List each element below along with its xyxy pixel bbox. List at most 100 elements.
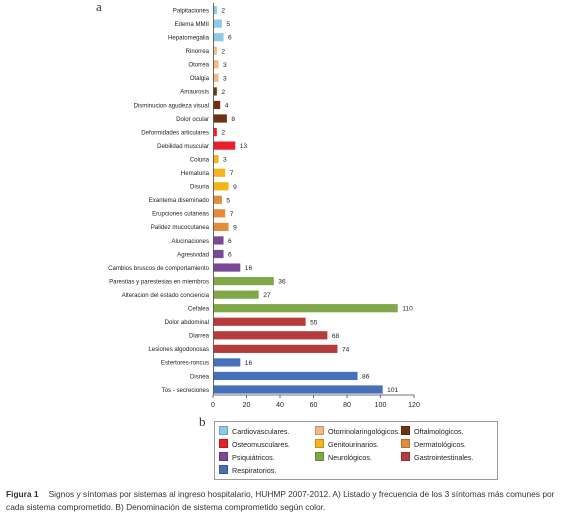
legend-item-7: Psiquiátricos.	[219, 452, 275, 462]
legend-swatch-10	[219, 465, 228, 474]
legend-swatch-6	[401, 439, 410, 448]
data-label-21: 36	[278, 279, 286, 286]
data-label-1: 2	[221, 8, 225, 15]
legend-swatch-8	[315, 452, 324, 461]
bar-24	[213, 317, 306, 326]
data-label-9: 8	[231, 116, 235, 123]
category-label-9: Dolor ocular	[176, 116, 209, 123]
x-tick-label-7: 120	[408, 402, 420, 409]
legend-swatch-5	[315, 439, 324, 448]
data-label-28: 86	[362, 373, 370, 380]
data-label-18: 6	[228, 238, 232, 245]
legend-swatch-3	[401, 426, 410, 435]
caption-figure-number: Figura 1	[6, 489, 39, 499]
category-label-18: Alucinaciones	[171, 238, 209, 245]
legend-label-1: Cardiovasculares.	[232, 427, 290, 436]
data-label-7: 2	[221, 89, 225, 96]
bar-26	[213, 344, 338, 353]
bar-2	[213, 19, 222, 28]
x-tick-label-6: 100	[375, 402, 387, 409]
legend-swatch-1	[219, 426, 228, 435]
caption-text: Signos y síntomas por sistemas al ingres…	[6, 489, 555, 512]
category-label-22: Alteracion del estado conciencia	[122, 292, 210, 299]
legend-item-5: Genitourinarios.	[315, 439, 379, 449]
data-label-26: 74	[342, 346, 350, 353]
bar-7	[213, 87, 217, 96]
legend-item-2: Otorrinolaringológicos.	[315, 426, 400, 436]
bar-8	[213, 100, 221, 110]
bar-23	[213, 304, 398, 313]
data-label-20: 16	[245, 265, 253, 272]
bar-21	[213, 277, 274, 286]
category-label-2: Edema MMII	[174, 21, 209, 28]
figure-caption: Figura 1 Signos y síntomas por sistemas a…	[6, 488, 574, 514]
bar-9	[213, 114, 227, 123]
bar-11	[213, 141, 236, 150]
bar-6	[213, 73, 219, 82]
bar-17	[213, 222, 229, 231]
x-tick-label-4: 60	[310, 402, 318, 409]
category-label-4: Rinorrea	[186, 48, 210, 55]
category-label-28: Disnea	[190, 373, 210, 380]
data-label-25: 68	[332, 333, 340, 340]
panel-label-b: b	[199, 414, 206, 429]
category-label-20: Cambios bruscos de comportamiento	[108, 265, 210, 272]
bar-12	[213, 155, 219, 164]
category-label-24: Dolor abdominal	[165, 319, 209, 326]
bar-13	[213, 168, 226, 177]
legend-label-7: Psiquiátricos.	[232, 453, 275, 462]
legend-label-6: Dermatológicos.	[414, 440, 466, 449]
legend-label-10: Respiratorios.	[232, 466, 277, 475]
bar-27	[213, 358, 241, 367]
legend-label-2: Otorrinolaringológicos.	[328, 427, 400, 436]
legend-item-3: Oftalmológicos.	[401, 426, 464, 436]
category-label-3: Hepatomegalia	[168, 35, 210, 42]
bar-10	[213, 127, 217, 137]
x-tick-label-1: 0	[211, 402, 215, 409]
data-label-11: 13	[240, 143, 248, 150]
legend-label-9: Gastrointestinales.	[414, 453, 474, 462]
category-label-11: Debilidad muscular	[157, 143, 209, 150]
data-label-23: 110	[402, 306, 413, 313]
bar-19	[213, 249, 224, 259]
bar-25	[213, 331, 328, 340]
data-label-15: 5	[226, 197, 230, 204]
legend-item-8: Neurológicos.	[315, 452, 372, 462]
legend-item-10: Respiratorios.	[219, 465, 276, 475]
data-label-4: 2	[221, 48, 225, 55]
category-label-26: Lesiones algodonosas	[148, 346, 209, 353]
legend-item-6: Dermatológicos.	[401, 439, 466, 449]
bar-29	[213, 385, 383, 394]
x-tick-label-3: 40	[276, 402, 284, 409]
bar-18	[213, 236, 224, 245]
x-tick-label-2: 20	[243, 402, 251, 409]
bar-1	[213, 6, 217, 15]
category-label-27: Estertores-roncus	[161, 360, 209, 367]
category-label-5: Otorrea	[188, 62, 209, 69]
legend: Cardiovasculares. Otorrinolaringológicos.…	[214, 421, 498, 480]
x-tick-label-5: 80	[343, 402, 351, 409]
legend-item-4: Osteomusculares.	[219, 439, 290, 449]
legend-label-4: Osteomusculares.	[232, 440, 290, 449]
bar-22	[213, 290, 259, 299]
bar-4	[213, 46, 217, 55]
data-label-5: 3	[223, 62, 227, 69]
data-label-6: 3	[223, 75, 227, 82]
data-label-2: 5	[226, 21, 230, 28]
legend-label-8: Neurológicos.	[328, 453, 372, 462]
data-label-27: 16	[245, 360, 253, 367]
data-label-10: 2	[221, 130, 225, 137]
data-label-29: 101	[387, 387, 398, 394]
legend-swatch-4	[219, 439, 228, 448]
category-label-7: Amaurosis	[180, 89, 209, 96]
bar-5	[213, 60, 219, 69]
legend-item-1: Cardiovasculares.	[219, 426, 290, 436]
category-label-13: Hematuria	[181, 170, 210, 177]
bar-15	[213, 195, 222, 204]
legend-swatch-9	[401, 452, 410, 461]
data-label-8: 4	[225, 102, 229, 109]
data-label-16: 7	[230, 211, 234, 218]
legend-item-9: Gastrointestinales.	[401, 452, 474, 462]
data-label-17: 9	[233, 224, 237, 231]
